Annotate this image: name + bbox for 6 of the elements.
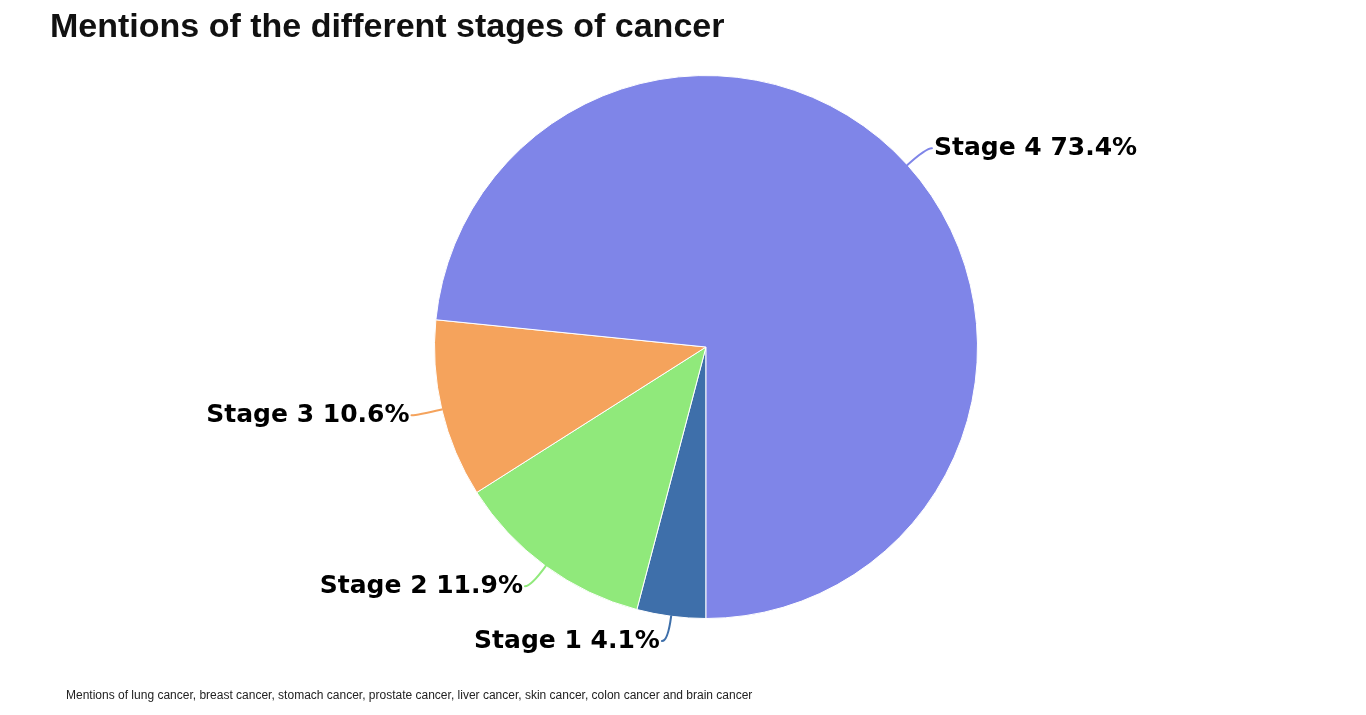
text: Mentions of lung cancer, breast cancer, stomach cancer, prostate cancer, liver cancer, skin cancer, colon cancer and brain cancer [66,688,753,703]
slice-label: Stage 4 73.4% [933,131,1138,161]
slice-label: Stage 3 10.6% [206,398,410,428]
slice-label: Stage 2 11.9% [319,569,523,599]
slice-label: Stage 1 4.1% [474,624,660,654]
chart-title: Mentions of the different stages of cancer [50,6,725,45]
